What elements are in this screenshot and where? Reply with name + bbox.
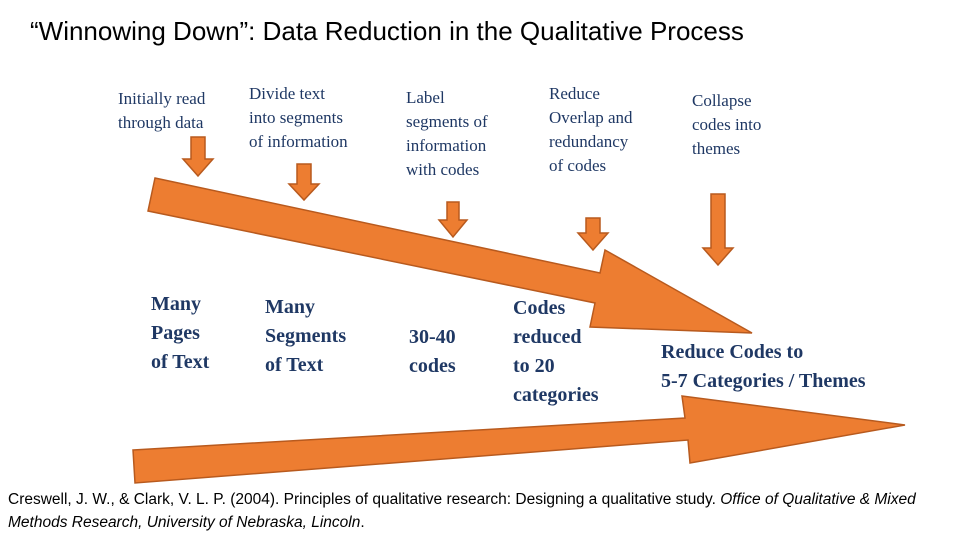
result-many-pages: Many Pages of Text [151,293,210,373]
bottom-process-arrow [132,395,906,484]
citation-authors-title: Creswell, J. W., & Clark, V. L. P. (2004… [8,491,721,508]
result-codes-count: 30-40 codes [409,326,456,377]
down-arrow-4 [576,217,610,252]
result-themes: Reduce Codes to 5-7 Categories / Themes [661,341,866,392]
result-twenty-categories: Codes reduced to 20 categories [513,297,599,406]
down-arrow-3 [437,201,469,239]
step-label-divide: Divide text into segments of information [249,84,348,151]
citation: Creswell, J. W., & Clark, V. L. P. (2004… [8,488,954,534]
step-label-label-codes: Label segments of information with codes [406,88,488,179]
diagonal-reduction-arrow [147,177,753,334]
down-arrow-1 [181,136,215,178]
citation-end: . [360,514,365,531]
down-arrow-2 [287,163,321,202]
step-label-read: Initially read through data [118,89,206,132]
result-many-segments: Many Segments of Text [265,296,347,376]
step-label-reduce-overlap: Reduce Overlap and redundancy of codes [549,84,633,175]
step-label-collapse: Collapse codes into themes [692,91,762,158]
down-arrow-5 [701,193,735,267]
slide-title: “Winnowing Down”: Data Reduction in the … [30,16,744,46]
citation-source: Office of Qualitative & Mixed Methods Re… [8,491,916,531]
